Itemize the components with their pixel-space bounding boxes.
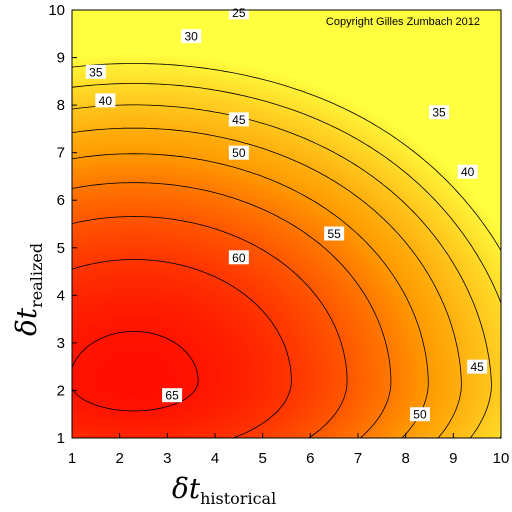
- contour-label: 60: [232, 251, 246, 265]
- y-axis-label: δtrealized: [10, 243, 46, 336]
- contour-label-bg: [162, 388, 183, 403]
- x-tick-label: 10: [493, 450, 510, 467]
- contour-label-bg: [181, 29, 202, 44]
- y-tick-label: 4: [57, 287, 65, 304]
- plot-frame: [71, 9, 502, 439]
- x-axis-label-subscript: historical: [200, 489, 276, 508]
- contour-label: 55: [327, 227, 341, 241]
- contour-lines: [72, 63, 501, 438]
- contour-label-bg: [95, 93, 116, 108]
- y-tick-label: 5: [57, 240, 65, 257]
- y-tick-label: 3: [57, 335, 65, 352]
- copyright-annotation: Copyright Gilles Zumbach 2012: [326, 16, 480, 28]
- y-tick-label: 1: [57, 430, 65, 447]
- contour-label: 65: [165, 389, 179, 403]
- y-tick-label: 6: [57, 192, 65, 209]
- contour-line-40: [72, 127, 462, 438]
- y-tick-label: 2: [57, 382, 65, 399]
- x-tick-label: 5: [258, 450, 266, 467]
- contour-label: 35: [432, 106, 446, 120]
- x-tick-label: 3: [163, 450, 171, 467]
- contour-label: 50: [232, 146, 246, 160]
- x-tick-label: 6: [306, 450, 314, 467]
- contour-label-bg: [228, 250, 249, 265]
- contour-label-bg: [228, 112, 249, 127]
- contour-label-bg: [228, 5, 249, 20]
- contour-label: 50: [413, 408, 427, 422]
- y-axis: 1 2 3 4 5 6 7 8 9 10: [48, 2, 77, 447]
- y-axis-label-main: δt: [10, 307, 43, 336]
- contour-label: 45: [470, 360, 484, 374]
- contour-labels: 25 30 35 35 40 40 45 45 50 50 55 60 65: [85, 5, 488, 422]
- contour-label-bg: [429, 105, 450, 120]
- x-axis: 1 2 3 4 5 6 7 8 9 10: [68, 433, 510, 467]
- contour-line-45: [72, 153, 429, 438]
- y-tick-label: 7: [57, 145, 65, 162]
- x-tick-label: 1: [68, 450, 76, 467]
- contour-line-65: [72, 331, 199, 412]
- heatmap-surface: [72, 10, 501, 438]
- contour-label: 45: [232, 113, 246, 127]
- contour-line-30: [72, 83, 501, 438]
- y-tick-label: 9: [57, 50, 65, 67]
- y-tick-label: 10: [48, 2, 65, 19]
- x-tick-label: 4: [211, 450, 219, 467]
- contour-label: 40: [461, 165, 475, 179]
- contour-line-55: [72, 216, 348, 438]
- contour-label: 40: [99, 94, 113, 108]
- contour-line-25: [72, 63, 501, 251]
- contour-label-bg: [85, 64, 106, 79]
- x-tick-label: 9: [449, 450, 457, 467]
- contour-label: 25: [232, 6, 246, 20]
- contour-label-bg: [409, 407, 430, 422]
- contour-label-bg: [457, 164, 478, 179]
- x-tick-label: 8: [401, 450, 409, 467]
- contour-label-bg: [324, 226, 345, 241]
- contour-line-50: [72, 182, 392, 438]
- contour-label-bg: [467, 359, 488, 374]
- contour-label: 30: [184, 30, 198, 44]
- y-tick-label: 8: [57, 97, 65, 114]
- contour-label: 35: [89, 65, 103, 79]
- contour-label-bg: [228, 145, 249, 160]
- x-axis-label: δthistorical: [172, 472, 276, 508]
- x-axis-label-main: δt: [172, 472, 201, 505]
- y-axis-label-subscript: realized: [27, 243, 46, 308]
- x-tick-label: 7: [354, 450, 362, 467]
- x-tick-label: 2: [115, 450, 123, 467]
